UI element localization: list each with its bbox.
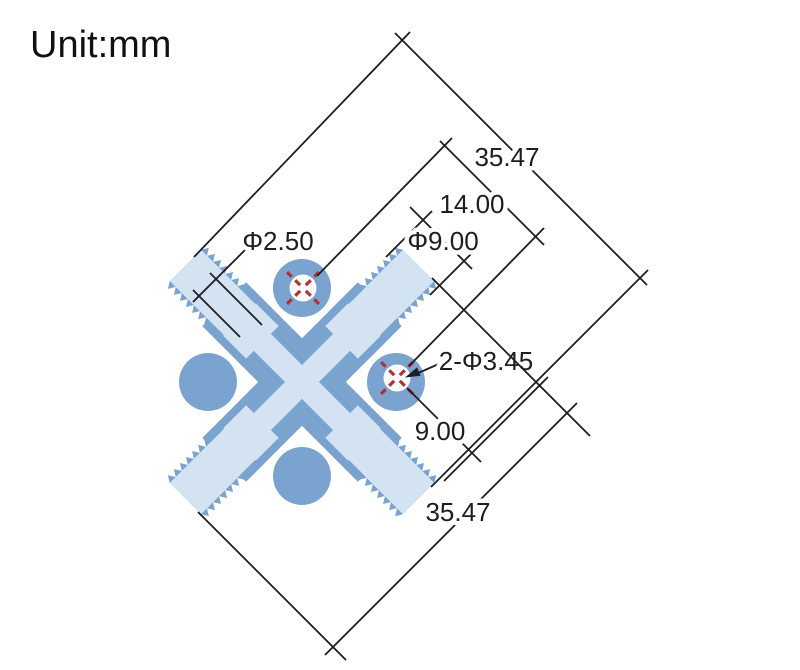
dimension-label: 35.47: [474, 142, 539, 172]
thread-body: [348, 249, 435, 336]
extension-line: [209, 272, 263, 326]
dimension-overall-length-bottom: 35.47: [197, 277, 591, 661]
extension-line: [316, 137, 453, 277]
dimension-label: 2-Φ3.45: [439, 346, 533, 376]
hole-bore: [289, 274, 317, 302]
thread-body: [348, 428, 435, 515]
part-arm-ne: [325, 247, 437, 359]
thread-body: [169, 249, 256, 336]
dimension-line: [439, 140, 545, 246]
dimension-overall-length-top: 35.47: [193, 31, 649, 488]
dimension-hole-spacing: 14.00: [316, 137, 545, 367]
dimension-annotations: 35.47 14.00 Φ9.00 Φ2.50 2-Φ3.45 9.00 35.47: [192, 31, 649, 661]
dimension-label: Φ2.50: [242, 226, 313, 256]
boss-circle-w: [179, 353, 237, 411]
part-arm-se: [325, 405, 437, 517]
extension-line: [193, 31, 411, 258]
thread-teeth-upper: [200, 459, 258, 517]
dimension-line: [192, 243, 252, 303]
extension-line: [430, 269, 649, 488]
extension-line: [429, 246, 479, 296]
dimension-hole-edge-offset: 9.00: [406, 376, 549, 482]
extension-line: [431, 277, 591, 437]
dimension-line: [324, 402, 578, 656]
hole-n: [285, 270, 321, 306]
dimension-label: 35.47: [425, 497, 490, 527]
thread-teeth-upper: [379, 426, 437, 484]
shaft-rod-nw-se: [236, 316, 368, 448]
extension-line: [192, 289, 241, 338]
boss-circle-s: [273, 447, 331, 505]
thread-teeth-lower: [167, 426, 225, 484]
dimension-line: [409, 206, 473, 270]
extension-line: [408, 227, 545, 367]
thread-body: [169, 428, 256, 515]
hole-bore: [383, 364, 411, 392]
thread-teeth-upper: [346, 247, 404, 305]
thread-teeth-lower: [346, 459, 404, 517]
dimension-thread-diameter: Φ9.00: [385, 206, 483, 296]
leader-arrow-icon: [405, 367, 421, 378]
dimension-label: 14.00: [439, 189, 504, 219]
extension-line: [406, 387, 482, 463]
dimension-line: [415, 362, 442, 375]
unit-note: Unit:mm: [30, 24, 171, 66]
center-mark-icon: [285, 270, 321, 306]
extension-line: [197, 511, 347, 661]
extension-line: [385, 210, 433, 258]
dimension-label: 9.00: [415, 416, 466, 446]
thread-teeth-lower: [379, 280, 437, 338]
dimension-shaft-diameter: Φ2.50: [192, 222, 318, 338]
thread-teeth-upper: [167, 280, 225, 338]
thread-teeth-lower: [200, 247, 258, 305]
part-cross-connector: [167, 247, 437, 517]
dimension-line: [443, 376, 549, 482]
dimension-hole-diameter-callout: 2-Φ3.45: [405, 342, 538, 381]
dimension-label: Φ9.00: [407, 226, 478, 256]
dimension-line: [394, 32, 648, 286]
